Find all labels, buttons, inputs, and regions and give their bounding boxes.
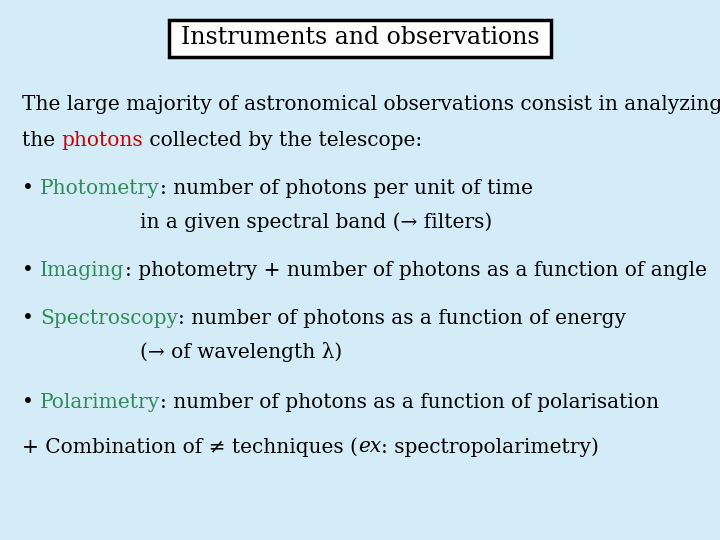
- Text: in a given spectral band (→ filters): in a given spectral band (→ filters): [140, 212, 492, 232]
- Text: : number of photons as a function of energy: : number of photons as a function of ene…: [179, 308, 626, 327]
- Text: Imaging: Imaging: [40, 260, 125, 280]
- Text: •: •: [22, 394, 40, 413]
- Text: collected by the telescope:: collected by the telescope:: [143, 131, 423, 150]
- Text: •: •: [22, 308, 40, 327]
- Text: ex: ex: [358, 437, 381, 456]
- Text: •: •: [22, 179, 40, 198]
- Text: Photometry: Photometry: [40, 179, 160, 198]
- Text: The large majority of astronomical observations consist in analyzing: The large majority of astronomical obser…: [22, 96, 720, 114]
- Text: : number of photons per unit of time: : number of photons per unit of time: [160, 179, 533, 198]
- Text: Spectroscopy: Spectroscopy: [40, 308, 179, 327]
- Text: Polarimetry: Polarimetry: [40, 394, 161, 413]
- Text: •: •: [22, 260, 40, 280]
- Text: : spectropolarimetry): : spectropolarimetry): [381, 437, 599, 457]
- Text: the: the: [22, 131, 61, 150]
- Text: : photometry + number of photons as a function of angle: : photometry + number of photons as a fu…: [125, 260, 707, 280]
- Text: + Combination of ≠ techniques (: + Combination of ≠ techniques (: [22, 437, 358, 457]
- Text: (→ of wavelength λ): (→ of wavelength λ): [140, 342, 342, 362]
- Text: photons: photons: [61, 131, 143, 150]
- Text: : number of photons as a function of polarisation: : number of photons as a function of pol…: [161, 394, 660, 413]
- Text: Instruments and observations: Instruments and observations: [181, 26, 539, 50]
- Bar: [168, 19, 552, 57]
